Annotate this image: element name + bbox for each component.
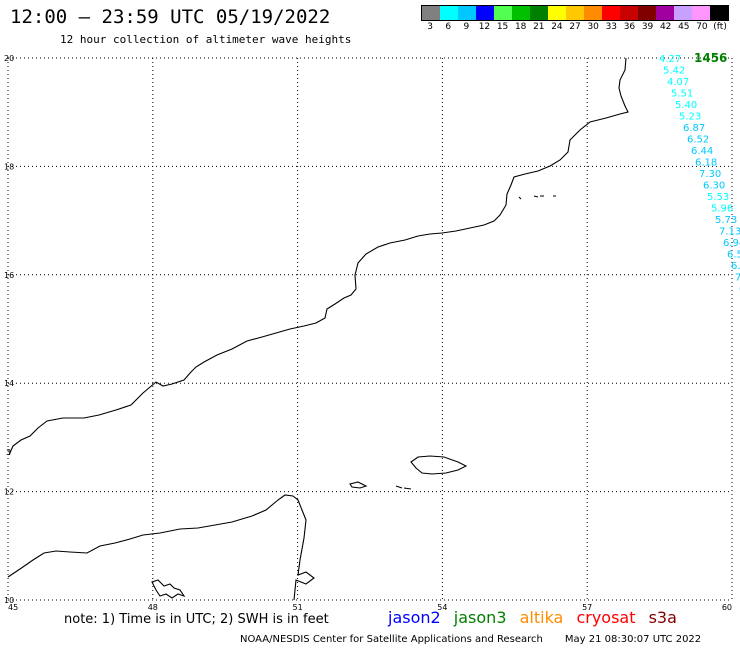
- swh-value: 6.18: [695, 158, 717, 169]
- lat-lon-grid: [7, 57, 733, 601]
- swh-value: 5.40: [675, 100, 697, 111]
- khuriya-muriya-islands: [518, 195, 556, 200]
- legend-swatch-6: [530, 6, 548, 20]
- satellite-name-s3a: s3a: [648, 608, 677, 627]
- swh-value: 5.51: [671, 89, 693, 100]
- somali-coastal-detail: [151, 579, 186, 599]
- coastline: [7, 57, 629, 601]
- legend-swatch-16: [710, 6, 728, 20]
- legend-label-2: 9: [463, 22, 470, 32]
- credit-footer: NOAA/NESDIS Center for Satellite Applica…: [240, 634, 701, 645]
- map-title: 12:00 – 23:59 UTC 05/19/2022: [10, 6, 331, 28]
- axis-tick-labels: 45 48 51 54 57 60 10 12 14 16 18 20: [4, 54, 732, 612]
- satellite-name-jason2: jason2: [388, 608, 441, 627]
- legend-swatch-0: [422, 6, 440, 20]
- swh-value: 6.52: [687, 135, 709, 146]
- legend-label-7: 24: [551, 22, 563, 32]
- satellite-name-altika: altika: [519, 608, 564, 627]
- units-note: note: 1) Time is in UTC; 2) SWH is in fe…: [64, 612, 329, 627]
- lon-tick-label-48: 48: [148, 603, 158, 612]
- legend-label-15: 70: [696, 22, 708, 32]
- legend-swatch-5: [512, 6, 530, 20]
- legend-swatch-9: [584, 6, 602, 20]
- legend-label-5: 18: [514, 22, 527, 32]
- legend-swatch-15: [692, 6, 710, 20]
- swh-value: 5.73: [715, 215, 737, 226]
- swh-value: 6.44: [691, 146, 713, 157]
- legend-swatch-7: [548, 6, 566, 20]
- abd-al-kuri-island: [349, 481, 368, 489]
- brothers-islets: [395, 485, 412, 490]
- legend-color-bar: [421, 5, 729, 21]
- legend-swatch-10: [602, 6, 620, 20]
- generated-timestamp: May 21 08:30:07 UTC 2022: [564, 634, 702, 645]
- legend-labels: 3 6 9 12 15 18 21 24 27 30 33 36 39 42 45 70 (ft): [421, 22, 729, 32]
- satellite-name-cryosat: cryosat: [576, 608, 636, 627]
- legend-label-12: 39: [641, 22, 654, 32]
- satellite-pass-label: 1456: [694, 51, 727, 65]
- swh-value: 6.5: [727, 250, 740, 261]
- lat-tick-label-14: 14: [4, 379, 14, 388]
- legend-swatch-3: [476, 6, 494, 20]
- satellite-name-jason3: jason3: [453, 608, 507, 627]
- legend-swatch-14: [674, 6, 692, 20]
- legend-label-1: 6: [445, 22, 452, 32]
- swh-value: 4.27: [659, 54, 681, 65]
- legend-label-11: 36: [623, 22, 636, 32]
- legend-swatch-13: [656, 6, 674, 20]
- lon-tick-label-60: 60: [722, 603, 732, 612]
- legend-label-8: 27: [569, 22, 581, 32]
- arabian-peninsula-coastline: [8, 57, 629, 456]
- swh-value: 6.87: [683, 123, 705, 134]
- wave-height-legend: 3 6 9 12 15 18 21 24 27 30 33 36 39 42 45 70 (ft): [421, 5, 729, 35]
- lat-tick-label-12: 12: [4, 488, 14, 497]
- socotra-island: [410, 455, 468, 475]
- lon-tick-label-45: 45: [8, 603, 18, 612]
- legend-label-9: 30: [587, 22, 599, 32]
- legend-label-13: 42: [659, 22, 672, 32]
- lat-tick-label-16: 16: [4, 271, 14, 280]
- lon-tick-label-51: 51: [293, 603, 303, 612]
- horn-of-africa-coastline: [7, 494, 315, 601]
- swh-value: 5.96: [711, 204, 733, 215]
- legend-label-16: (ft): [713, 22, 727, 32]
- swh-value: 6.94: [723, 238, 740, 249]
- legend-label-4: 15: [496, 22, 509, 32]
- legend-label-3: 12: [478, 22, 491, 32]
- legend-label-14: 45: [678, 22, 690, 32]
- legend-swatch-1: [440, 6, 458, 20]
- map-subtitle: 12 hour collection of altimeter wave hei…: [60, 33, 352, 46]
- swh-value: 5.42: [663, 66, 685, 77]
- swh-track-values: 4.275.424.075.515.405.236.876.526.446.18…: [659, 54, 740, 295]
- legend-swatch-11: [620, 6, 638, 20]
- lat-tick-label-20: 20: [4, 54, 14, 63]
- lat-tick-label-10: 10: [4, 596, 14, 605]
- swh-value: 7.30: [699, 169, 721, 180]
- swh-value: 7: [735, 273, 740, 284]
- swh-value: 4.07: [667, 77, 689, 88]
- credit-text: NOAA/NESDIS Center for Satellite Applica…: [240, 634, 543, 645]
- swh-value: 5.23: [679, 112, 701, 123]
- legend-swatch-8: [566, 6, 584, 20]
- swh-value: 6.: [731, 261, 740, 272]
- lon-tick-label-57: 57: [582, 603, 592, 612]
- lat-tick-label-18: 18: [4, 162, 14, 171]
- side-mark-label: 3: [6, 448, 11, 457]
- swh-value: 6.30: [703, 181, 725, 192]
- legend-label-6: 21: [533, 22, 545, 32]
- legend-swatch-2: [458, 6, 476, 20]
- legend-label-10: 33: [605, 22, 618, 32]
- swh-value: 7.13: [719, 227, 740, 238]
- legend-swatch-12: [638, 6, 656, 20]
- satellite-legend: jason2 jason3 altika cryosat s3a: [388, 608, 685, 627]
- legend-swatch-4: [494, 6, 512, 20]
- lon-tick-label-54: 54: [437, 603, 447, 612]
- swh-value: 5.53: [707, 192, 729, 203]
- legend-label-0: 3: [427, 22, 433, 32]
